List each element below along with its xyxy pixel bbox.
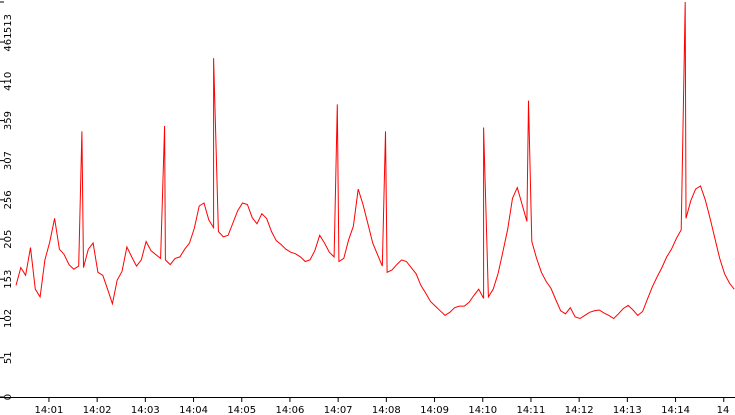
x-tick-label: 14:13 bbox=[613, 405, 642, 415]
x-tick-label: 14:08 bbox=[372, 405, 401, 415]
y-tick-label: 461 bbox=[3, 32, 14, 51]
x-tick-label: 14:12 bbox=[565, 405, 594, 415]
y-tick-label: 102 bbox=[3, 309, 14, 328]
y-tick-label: 359 bbox=[3, 111, 14, 130]
y-tick-label: 513 bbox=[3, 14, 14, 33]
x-tick-label: 14:07 bbox=[324, 405, 353, 415]
x-tick-label: 14:11 bbox=[517, 405, 546, 415]
x-tick-label: 14:04 bbox=[179, 405, 208, 415]
x-tick-label: 14:01 bbox=[35, 405, 64, 415]
x-tick-label: 14:06 bbox=[276, 405, 305, 415]
x-tick-label: 14:03 bbox=[131, 405, 160, 415]
x-tick-label: 14:14 bbox=[661, 405, 690, 415]
x-axis-ticks: 14:01 14:02 14:03 14:04 14:05 14:06 14:07 14:08… bbox=[35, 397, 730, 415]
y-tick-label: 410 bbox=[3, 72, 14, 91]
y-tick-label: 256 bbox=[3, 190, 14, 209]
x-tick-label: 14:02 bbox=[83, 405, 112, 415]
y-tick-label: 205 bbox=[3, 230, 14, 249]
y-tick-label: 51 bbox=[3, 351, 14, 364]
y-tick-label: 153 bbox=[3, 270, 14, 289]
series-line bbox=[15, 1, 735, 320]
y-axis-ticks: 051102153205256307359410461513 bbox=[0, 1, 14, 400]
x-tick-label: 14:05 bbox=[227, 405, 256, 415]
x-tick-label: 14 bbox=[717, 405, 730, 415]
y-tick-label: 307 bbox=[3, 151, 14, 170]
x-tick-label: 14:09 bbox=[420, 405, 449, 415]
x-tick-label: 14:10 bbox=[468, 405, 497, 415]
